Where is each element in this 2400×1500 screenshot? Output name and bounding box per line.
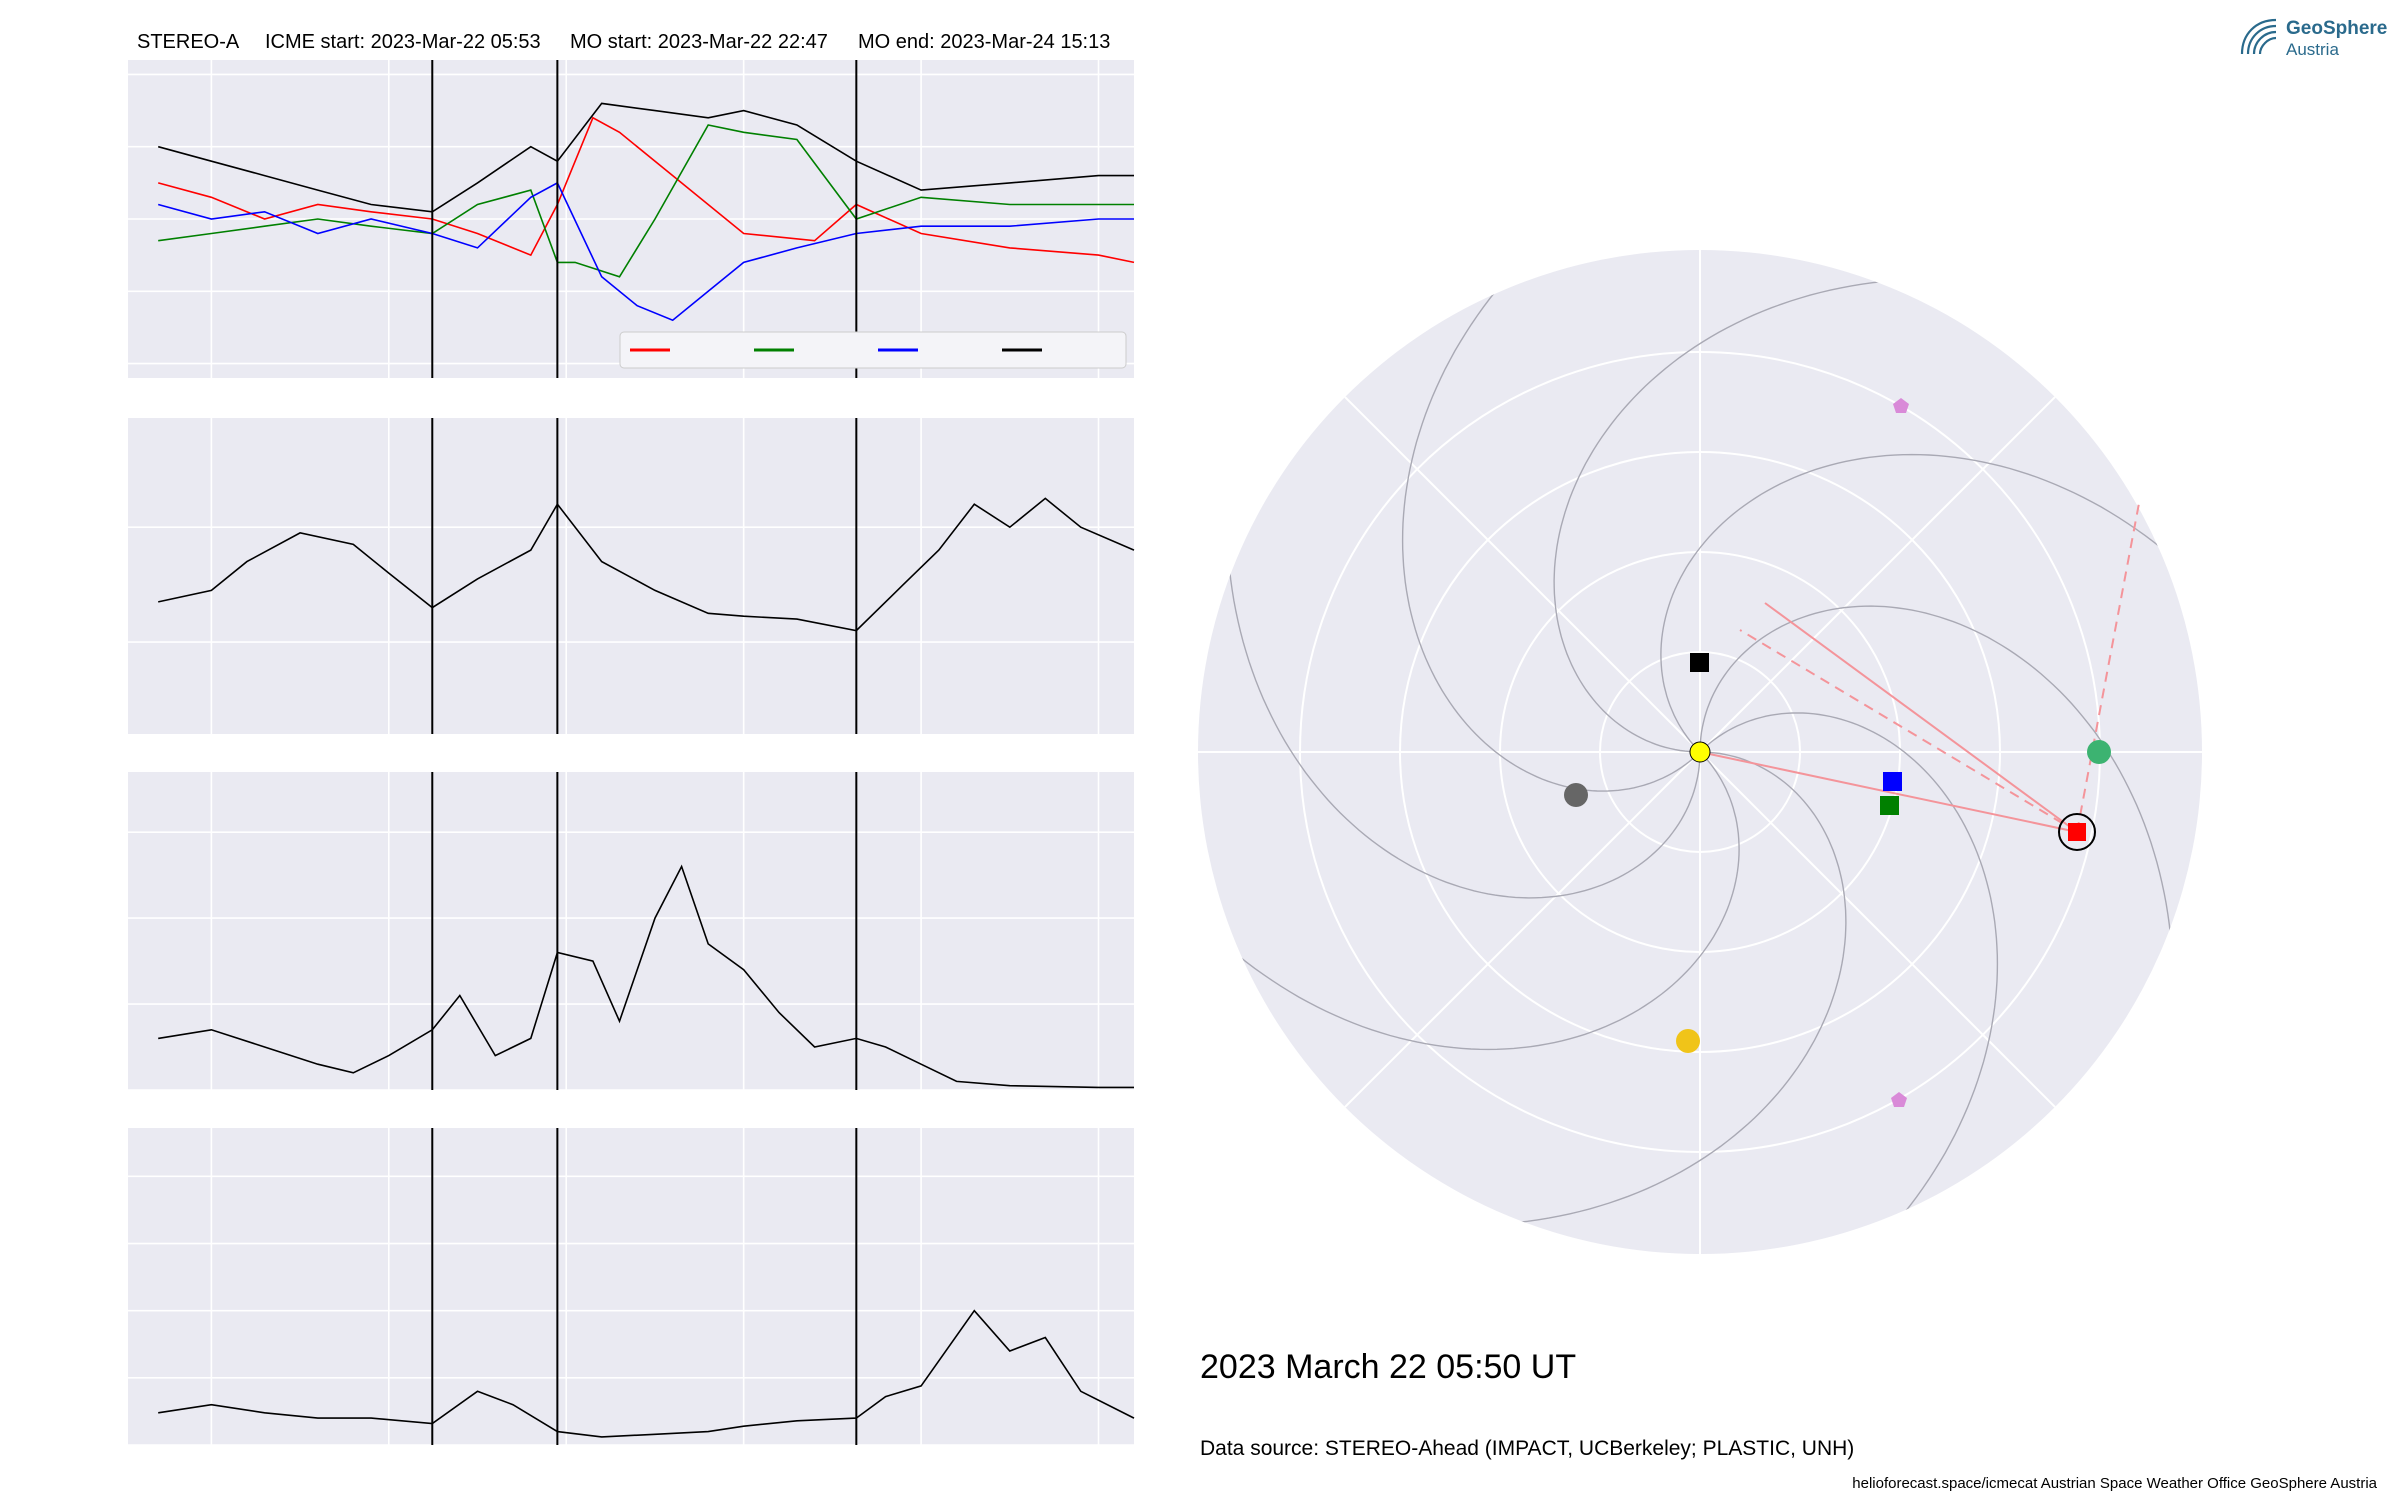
- polar-plot: [1198, 250, 2202, 1254]
- date-text: 2023 March 22 05:50 UT: [1200, 1348, 1576, 1386]
- venus-marker: [1676, 1029, 1700, 1053]
- series-line-n: [158, 864, 1134, 1089]
- series-line-v: [158, 497, 1135, 632]
- sta-fov-dashed: [1739, 629, 2078, 833]
- timeseries-panels: [128, 60, 1135, 1446]
- series-line-btotal: [157, 102, 1134, 213]
- parker-spiral-line: [1699, 712, 1999, 1254]
- panel-background: [128, 1128, 1134, 1445]
- mercury-marker: [1564, 783, 1588, 807]
- icme-start-label: ICME start: 2023-Mar-22 05:53: [265, 31, 541, 53]
- parker-spirals: [1198, 250, 2202, 1254]
- psp-marker: [1690, 653, 1709, 672]
- angle-grid-line: [1699, 396, 2056, 753]
- panel-1: [128, 418, 1135, 734]
- angle-grid-line: [1344, 751, 1701, 1108]
- geosphere-logo: GeoSphere Austria: [2236, 14, 2388, 64]
- parker-spiral-line: [1226, 348, 1701, 899]
- geosphere-logo-icon: [2240, 18, 2277, 55]
- panel-2: [128, 772, 1134, 1091]
- legend-box: [619, 331, 1127, 369]
- panel-0: [128, 60, 1135, 378]
- mo-start-label: MO start: 2023-Mar-22 22:47: [570, 31, 828, 53]
- panel-background: [128, 772, 1134, 1090]
- angle-grid-line: [1699, 751, 2056, 1108]
- footer-text: helioforecast.space/icmecat Austrian Spa…: [1852, 1475, 2377, 1492]
- legend: [619, 331, 1127, 369]
- parker-spiral-line: [1553, 278, 2104, 753]
- series-line-bx: [157, 116, 1135, 264]
- sta-fov-dashed: [2076, 497, 2141, 833]
- panel-3: [128, 1128, 1135, 1446]
- earth-marker: [2087, 740, 2111, 764]
- spacecraft-label: STEREO-A: [137, 31, 240, 53]
- sta-marker-ring: [2058, 813, 2096, 851]
- sta-sun-line: [1699, 751, 2078, 833]
- logo-name: GeoSphere: [2286, 18, 2388, 39]
- planet-marker-pentagon: [1891, 1092, 1907, 1107]
- series-line-t: [158, 1309, 1135, 1438]
- series-line-by: [158, 124, 1134, 278]
- header: STEREO-A ICME start: 2023-Mar-22 05:53 M…: [137, 31, 1110, 53]
- bepi-marker: [1883, 772, 1902, 791]
- sta-marker: [2068, 823, 2086, 841]
- parker-spiral-line: [1296, 751, 1847, 1226]
- data-source-text: Data source: STEREO-Ahead (IMPACT, UCBer…: [1200, 1437, 1854, 1460]
- sta-fov-line: [1764, 602, 2078, 833]
- sun-marker: [1689, 741, 1711, 763]
- series-line-bz: [157, 181, 1134, 322]
- parker-spiral-line: [1660, 453, 2202, 753]
- parker-spiral-line: [1401, 250, 1701, 792]
- solo-marker: [1880, 796, 1899, 815]
- panel-background: [128, 418, 1134, 734]
- angle-grid-line: [1344, 396, 1701, 753]
- parker-spiral-line: [1699, 605, 2174, 1156]
- logo-sub: Austria: [2286, 40, 2339, 59]
- mo-end-label: MO end: 2023-Mar-24 15:13: [858, 31, 1110, 53]
- parker-spiral-line: [1198, 751, 1740, 1051]
- planet-marker-pentagon: [1893, 398, 1909, 413]
